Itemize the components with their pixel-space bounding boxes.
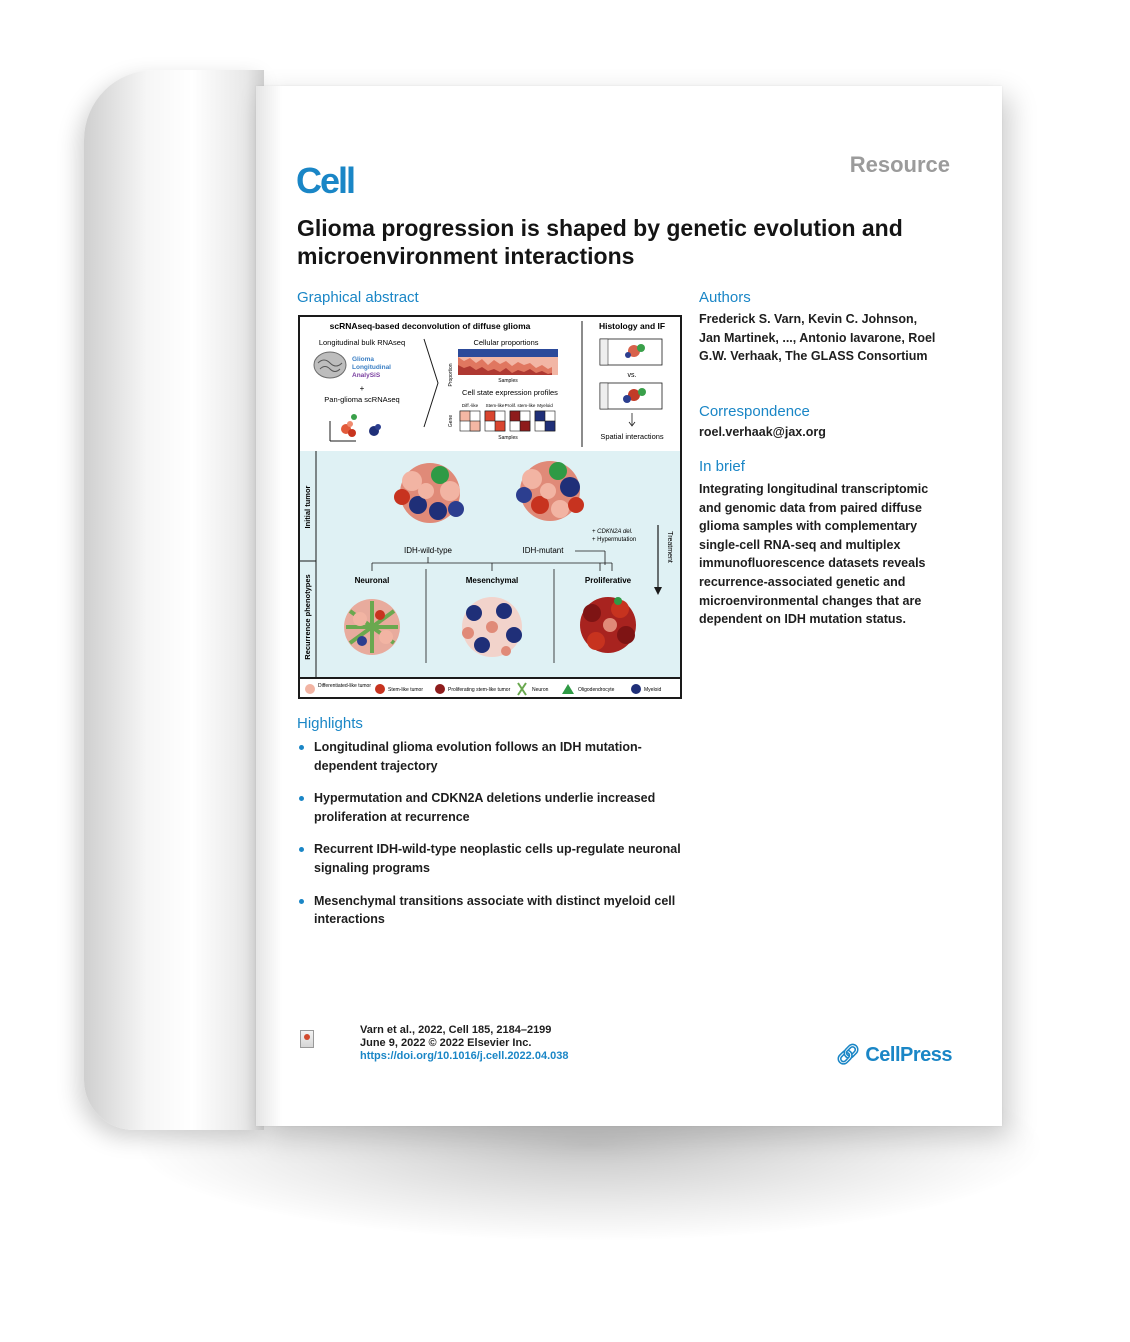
- ga-vs: vs.: [628, 372, 637, 379]
- graphical-abstract-heading: Graphical abstract: [297, 289, 419, 306]
- citation-line-2: June 9, 2022 © 2022 Elsevier Inc.: [360, 1037, 532, 1049]
- citation-block: Varn et al., 2022, Cell 185, 2184–2199 J…: [360, 1024, 569, 1063]
- ga-cell-state-profiles: Cell state expression profiles: [462, 388, 558, 397]
- proliferative-phenotype-cluster: [580, 597, 636, 653]
- section-label: Resource: [849, 152, 950, 177]
- ga-histology-title: Histology and IF: [599, 321, 665, 331]
- brain-icon: [313, 351, 347, 379]
- in-brief-text: Integrating longitudinal transcriptomic …: [699, 482, 929, 627]
- glass-logo-line-3: AnalySiS: [352, 372, 381, 379]
- legend-oligodendrocyte: Oligodendrocyte: [578, 687, 615, 693]
- ga-state-3: Prolif. stem-like: [505, 403, 536, 408]
- cellpress-link-icon: 🔗︎: [835, 1044, 861, 1066]
- ga-initial-tumor-label: Initial tumor: [303, 485, 312, 528]
- journal-logo: Cell: [296, 160, 356, 201]
- legend-differentiated: Differentiated-like tumor: [318, 683, 371, 689]
- ga-spatial-label: Spatial interactions: [600, 432, 664, 441]
- legend-myeloid: Myeloid: [644, 687, 661, 693]
- ga-samples-axis-top: Samples: [498, 378, 518, 384]
- glass-logo-line-1: Glioma: [352, 356, 374, 363]
- legend-neuron: Neuron: [532, 687, 549, 693]
- neuronal-phenotype-cluster: [344, 599, 400, 655]
- graphical-abstract-figure: scRNAseq-based deconvolution of diffuse …: [298, 315, 682, 699]
- ga-neuronal-label: Neuronal: [355, 576, 390, 585]
- crossmark-icon[interactable]: [300, 1030, 314, 1048]
- glass-logo-line-2: Longitudinal: [352, 364, 391, 371]
- ga-mesenchymal-label: Mesenchymal: [466, 576, 518, 585]
- authors-list: Frederick S. Varn, Kevin C. Johnson, Jan…: [699, 312, 936, 364]
- highlight-item: Hypermutation and CDKN2A deletions under…: [297, 789, 697, 826]
- citation-line-1: Varn et al., 2022, Cell 185, 2184–2199: [360, 1024, 552, 1036]
- ga-samples-axis-bottom: Samples: [498, 435, 518, 441]
- ga-cellular-proportions: Cellular proportions: [473, 338, 538, 347]
- svg-text:Differentiated-like tumor: Differentiated-like tumor: [318, 683, 371, 689]
- legend-stem-like: Stem-like tumor: [388, 687, 423, 693]
- ga-idh-mut-label: IDH-mutant: [523, 546, 565, 555]
- cellpress-wordmark: CellPress: [865, 1044, 952, 1066]
- ga-state-2: Stem-like: [486, 403, 505, 408]
- legend-proliferating: Proliferating stem-like tumor: [448, 687, 511, 693]
- article-title: Glioma progression is shaped by genetic …: [297, 215, 903, 269]
- in-brief-heading: In brief: [699, 458, 745, 475]
- curled-back-page: [84, 70, 264, 1130]
- ga-gene-axis: Gene: [448, 415, 454, 427]
- highlights-list: Longitudinal glioma evolution follows an…: [297, 738, 697, 943]
- mesenchymal-phenotype-cluster: [462, 597, 522, 657]
- highlight-item: Longitudinal glioma evolution follows an…: [297, 738, 697, 775]
- correspondence-heading: Correspondence: [699, 403, 810, 420]
- ga-legend: Differentiated-like tumor Stem-like tumo…: [300, 677, 680, 697]
- ga-treatment-label: Treatment: [666, 531, 673, 563]
- highlight-item: Mesenchymal transitions associate with d…: [297, 892, 697, 929]
- correspondence-email[interactable]: roel.verhaak@jax.org: [699, 425, 826, 439]
- ga-pan-glioma-label: Pan-glioma scRNAseq: [324, 395, 399, 404]
- ga-hypermutation-label: + Hypermutation: [592, 537, 636, 543]
- ga-recurrence-label: Recurrence phenotypes: [303, 574, 312, 659]
- authors-heading: Authors: [699, 289, 751, 306]
- ga-tumor-panel: Initial tumor Recurrence phenotypes: [300, 451, 680, 677]
- ga-top-title: scRNAseq-based deconvolution of diffuse …: [330, 321, 531, 331]
- ga-methods-panel: scRNAseq-based deconvolution of diffuse …: [300, 317, 680, 453]
- ga-cdkn2a-label: + CDKN2A del.: [592, 529, 633, 535]
- journal-page: Cell Resource Glioma progression is shap…: [256, 86, 1002, 1126]
- idh-wt-tumor-cluster: [394, 463, 464, 523]
- idh-mut-tumor-cluster: [516, 461, 584, 521]
- citation-doi-link[interactable]: https://doi.org/10.1016/j.cell.2022.04.0…: [360, 1050, 569, 1062]
- ga-longitudinal-label: Longitudinal bulk RNAseq: [319, 338, 405, 347]
- ga-state-4: Myeloid: [537, 403, 553, 408]
- ga-idh-wt-label: IDH-wild-type: [404, 546, 453, 555]
- highlight-item: Recurrent IDH-wild-type neoplastic cells…: [297, 840, 697, 877]
- cellpress-logo: 🔗︎ CellPress: [835, 1042, 952, 1067]
- highlights-heading: Highlights: [297, 715, 363, 732]
- ga-plus: +: [360, 384, 365, 393]
- page-gutter-shade: [256, 86, 282, 1126]
- ga-proliferative-label: Proliferative: [585, 576, 632, 585]
- ga-state-1: Diff.-like: [462, 403, 479, 408]
- ga-proportion-axis: Proportion: [448, 363, 454, 386]
